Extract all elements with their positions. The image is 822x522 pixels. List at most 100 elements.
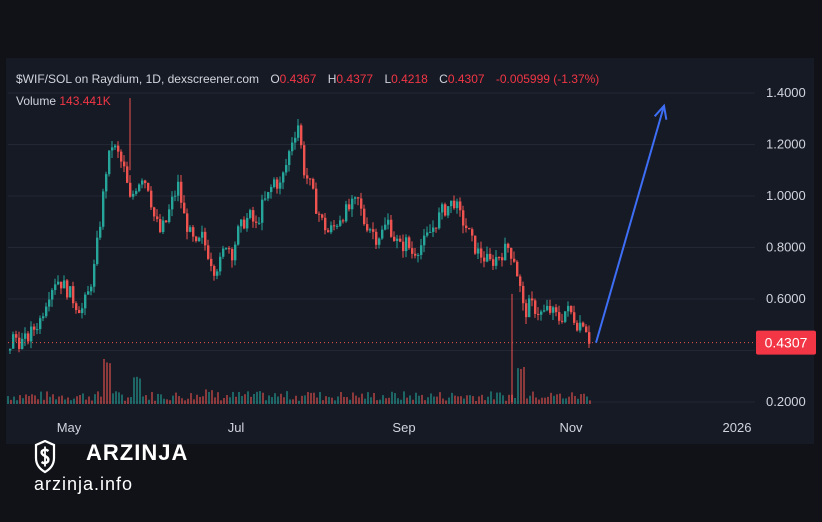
candle-body [504,243,507,261]
close-value: 0.4307 [447,72,485,86]
volume-bar [589,400,591,404]
candle-body [237,226,240,245]
candle-body [585,326,588,333]
volume-bar [427,397,429,404]
volume-bar [430,393,432,404]
volume-bar [337,396,339,404]
volume-bar [52,394,54,404]
volume-bar [415,392,417,404]
close-label: C [439,72,448,86]
volume-bar [142,396,144,404]
volume-bar [166,399,168,404]
volume-bar [196,394,198,404]
volume-bar [178,396,180,404]
volume-bar [322,400,324,404]
volume-bar [283,397,285,404]
candle-body [486,253,489,262]
candle-body [129,182,132,197]
volume-bar [268,395,270,404]
candle-body [114,145,117,148]
candle-body [318,213,321,215]
volume-bar [121,394,123,404]
candle-body [528,298,531,318]
volume-bar [85,399,87,404]
volume-bar [256,391,258,404]
candle-body [501,257,504,261]
candle-body [66,280,69,298]
volume-bar [394,393,396,404]
candle-body [141,180,144,185]
candle-body [468,228,471,230]
candle-body [519,276,522,286]
candle-body [453,200,456,209]
candle-body [357,197,360,199]
candle-body [201,231,204,238]
candle-body [441,204,444,213]
volume-bar [217,392,219,404]
candle-body [36,329,39,331]
candle-body [435,227,438,229]
volume-bar [97,391,99,404]
volume-bar [355,395,357,404]
volume-bar [544,397,546,404]
candle-body [492,259,495,266]
volume-bar [562,398,564,404]
candle-body [33,326,36,330]
candle-body [549,305,552,313]
candle-body [171,196,174,210]
candle-body [297,125,300,138]
candle-body [372,229,375,232]
volume-bar [103,358,105,404]
candle-body [147,183,150,191]
candle-body [390,219,393,237]
x-tick-label: May [57,420,82,435]
candle-body [276,179,279,189]
candle-body [381,229,384,239]
volume-bar [25,394,27,404]
candle-body [573,312,576,323]
y-tick-label: 1.0000 [766,188,806,203]
candle-body [306,175,309,179]
candle-body [240,219,243,227]
volume-bar [28,396,30,404]
y-tick-label: 0.2000 [766,394,806,409]
brand-url: arzinja.info [34,474,134,494]
candle-body [360,198,363,209]
volume-bar [463,398,465,404]
volume-bar [193,399,195,404]
candle-body [60,281,63,289]
candle-body [156,216,159,220]
volume-bar [358,397,360,404]
candle-body [531,298,534,301]
volume-bar [139,378,141,404]
candle-body [282,172,285,183]
candle-body [93,264,96,287]
candle-body [54,284,57,291]
candle-body [576,322,579,331]
candle-body [39,318,42,330]
candle-body [189,227,192,232]
candle-body [498,257,501,259]
x-tick-label: 2026 [723,420,752,435]
candle-body [522,285,525,304]
volume-bar [556,394,558,404]
candle-body [516,261,519,277]
candle-body [309,178,312,180]
candle-body [450,200,453,207]
candle-body [138,184,141,192]
volume-bar [238,392,240,404]
volume-bar [541,397,543,404]
volume-bar [469,395,471,404]
volume-bar [220,400,222,404]
low-label: L [384,72,392,86]
candle-body [495,257,498,266]
candle-body [387,219,390,225]
brand-name: ARZINJA [86,440,189,465]
volume-bar [361,393,363,404]
open-value: 0.4367 [279,72,317,86]
price-tag-box [756,330,816,355]
dollar-logo-icon [34,440,56,474]
candle-body [90,286,93,292]
high-value: 0.4377 [336,72,374,86]
